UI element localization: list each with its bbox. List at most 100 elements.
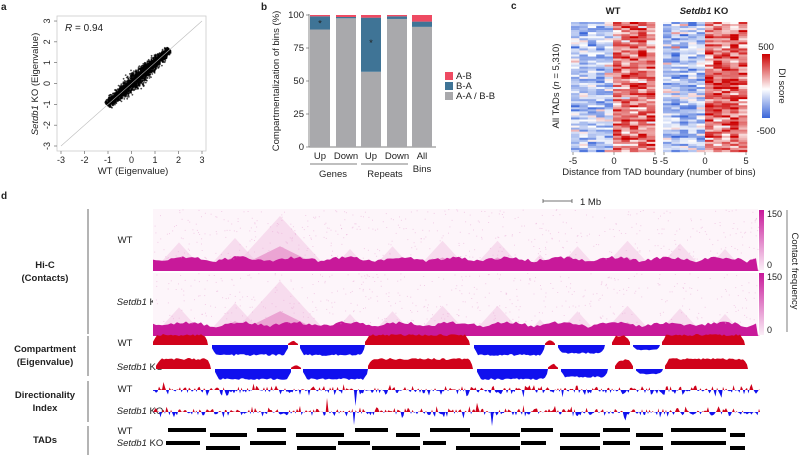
hic-noise xyxy=(479,275,480,277)
heatmap-cell xyxy=(604,87,614,90)
hic-noise xyxy=(371,291,373,293)
hic-diagonal-band xyxy=(153,256,758,271)
heatmap-cell xyxy=(713,24,723,27)
heatmap-cell xyxy=(705,133,714,136)
hic-noise xyxy=(283,299,285,301)
heatmap-cell xyxy=(587,141,597,145)
heatmap-cell xyxy=(646,127,656,130)
heatmap-cell xyxy=(638,60,647,63)
heatmap-cell xyxy=(730,101,739,104)
significance-star: * xyxy=(318,18,322,29)
heatmap-cell xyxy=(713,111,723,114)
heatmap-cell xyxy=(663,26,672,29)
hic-noise xyxy=(204,304,206,305)
heatmap-cell xyxy=(713,129,723,132)
hic-noise xyxy=(205,312,206,314)
heatmap-cell xyxy=(613,64,622,67)
heatmap-cell xyxy=(696,109,706,112)
hic-noise xyxy=(194,317,195,319)
hic-noise xyxy=(192,229,194,231)
hic-noise xyxy=(625,250,627,251)
heatmap-cell xyxy=(571,24,580,27)
heatmap-cell xyxy=(604,147,614,151)
heatmap-cell xyxy=(613,107,622,110)
heatmap-cell xyxy=(679,64,689,67)
heatmap-cell xyxy=(587,99,597,102)
scatter-point xyxy=(110,97,113,100)
hic-noise xyxy=(472,256,474,258)
hic-noise xyxy=(258,273,260,275)
diagonal-line xyxy=(60,20,203,147)
scatter-point xyxy=(122,77,125,80)
heatmap-cell xyxy=(671,22,681,25)
scatter-point xyxy=(150,60,153,63)
hic-noise xyxy=(380,280,382,282)
heatmap-cell xyxy=(705,68,714,71)
heatmap-cell xyxy=(738,93,748,96)
heatmap-cell xyxy=(579,133,589,136)
heatmap-cell xyxy=(688,119,697,122)
hic-noise xyxy=(663,245,665,247)
heatmap-cell xyxy=(587,119,597,122)
heatmap-cell xyxy=(638,109,647,112)
heatmap-cell xyxy=(696,91,706,94)
heatmap-cell xyxy=(604,56,614,59)
heatmap-cell xyxy=(629,34,639,37)
heatmap-cell xyxy=(713,56,723,59)
heatmap-cell xyxy=(646,30,656,33)
hic-noise xyxy=(735,306,736,308)
scatter-point xyxy=(165,57,168,59)
heatmap-cell xyxy=(646,109,656,112)
scatter-point xyxy=(126,97,129,100)
heatmap-cell xyxy=(587,64,597,67)
heatmap-cell xyxy=(696,135,706,138)
hic-noise xyxy=(641,296,643,298)
hic-noise xyxy=(720,248,722,250)
heatmap-cell xyxy=(679,42,689,45)
heatmap-cell xyxy=(587,34,597,37)
heatmap-cell xyxy=(621,24,631,27)
scatter-point xyxy=(113,92,116,95)
heatmap-cell xyxy=(713,28,723,31)
hic-noise xyxy=(399,216,400,218)
heatmap-cell xyxy=(646,129,656,132)
heatmap-cell xyxy=(696,62,706,65)
hic-noise xyxy=(278,232,280,234)
heatmap-cell xyxy=(696,125,706,128)
heatmap-cell xyxy=(646,145,656,149)
heatmap-cell xyxy=(604,76,614,80)
heatmap-cell xyxy=(730,107,739,110)
hic-noise xyxy=(448,232,449,234)
heatmap-cell xyxy=(671,105,681,108)
heatmap-cell xyxy=(579,87,589,90)
heatmap-cell xyxy=(696,42,706,45)
scatter-point xyxy=(138,71,141,74)
heatmap-cell xyxy=(629,72,639,76)
hic-noise xyxy=(254,231,256,232)
hic-noise xyxy=(215,231,217,233)
scatter-point xyxy=(148,62,150,65)
hic-noise xyxy=(254,251,255,253)
hic-noise xyxy=(352,226,354,228)
hic-noise xyxy=(513,280,515,282)
heatmap-cell xyxy=(621,38,631,41)
hic-noise xyxy=(331,254,332,256)
hic-noise xyxy=(481,210,483,212)
hic-noise xyxy=(551,310,553,312)
hic-noise xyxy=(420,238,422,240)
heatmap-cell xyxy=(713,70,723,73)
hic-noise xyxy=(365,307,366,309)
hic-noise xyxy=(581,236,583,238)
hic-noise xyxy=(274,318,276,320)
heatmap-cell xyxy=(705,135,714,138)
hic-noise xyxy=(239,299,241,301)
heatmap-cell xyxy=(596,135,605,138)
heatmap-cell xyxy=(730,143,739,147)
scatter-point xyxy=(131,72,134,75)
heatmap-cell xyxy=(663,137,672,141)
hic-noise xyxy=(412,228,414,230)
heatmap-cell xyxy=(646,99,656,102)
heatmap-cell xyxy=(587,56,597,59)
hic-noise xyxy=(313,230,315,232)
heatmap-cell xyxy=(596,44,605,47)
